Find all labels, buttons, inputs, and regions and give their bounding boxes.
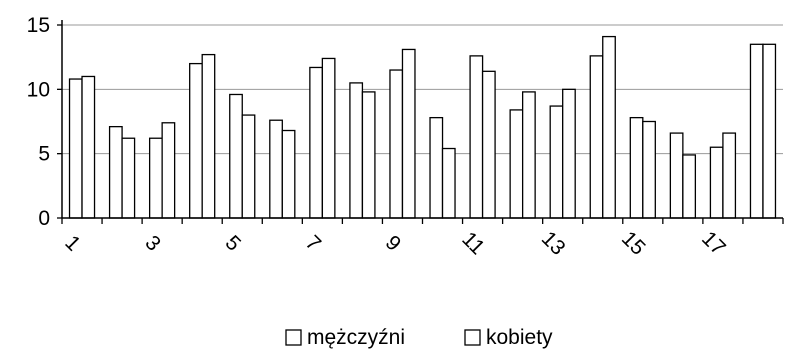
y-tick-label: 5 xyxy=(38,143,50,166)
bar-men xyxy=(509,109,524,219)
bar-women xyxy=(401,48,416,219)
bar-men xyxy=(229,93,243,219)
x-tick-label: 1 xyxy=(60,231,85,256)
bar-women xyxy=(321,57,336,219)
bar-women xyxy=(481,70,496,219)
x-tick-labels: 1 3 5 7 9 11 13 15 17 xyxy=(60,227,730,260)
bar-women xyxy=(602,35,616,219)
bar-men xyxy=(629,116,644,219)
bar-men xyxy=(389,69,404,219)
x-tick-label: 13 xyxy=(537,227,570,260)
bar-men xyxy=(189,62,203,219)
bar-women xyxy=(201,53,216,219)
bar-women xyxy=(521,91,536,219)
y-tick-label: 0 xyxy=(38,207,50,230)
legend-label-men: mężczyźni xyxy=(307,326,405,349)
x-tick-label: 5 xyxy=(221,231,246,256)
bar-women xyxy=(281,129,296,219)
bar-men xyxy=(549,105,564,219)
bar-men xyxy=(269,119,283,219)
bars xyxy=(68,35,777,219)
y-tick-label: 15 xyxy=(27,14,50,37)
y-tick-labels: 0 5 10 15 xyxy=(27,14,50,230)
bar-men xyxy=(429,116,444,219)
x-tick-label: 3 xyxy=(140,231,165,256)
bar-men xyxy=(148,137,163,219)
bar-men xyxy=(709,146,724,219)
bar-men xyxy=(669,132,684,219)
bar-women xyxy=(762,43,777,219)
bar-women xyxy=(682,154,697,219)
x-tick-label: 17 xyxy=(697,227,730,260)
y-tick-label: 10 xyxy=(27,78,50,101)
bar-men xyxy=(589,55,604,219)
bar-women xyxy=(642,120,656,219)
x-tick-label: 15 xyxy=(617,227,650,260)
legend-label-women: kobiety xyxy=(486,326,553,349)
bar-women xyxy=(722,132,737,219)
bar-men xyxy=(68,78,83,219)
x-tick-label: 11 xyxy=(457,228,489,260)
bar-women xyxy=(241,114,256,219)
bar-men xyxy=(749,43,764,219)
legend: mężczyźni kobiety xyxy=(285,326,553,349)
gridlines xyxy=(62,24,783,155)
bar-men xyxy=(309,66,324,219)
legend-swatch-women xyxy=(464,329,481,346)
axes xyxy=(57,20,784,224)
bar-men xyxy=(469,55,484,219)
bar-women xyxy=(361,91,376,219)
legend-swatch-men xyxy=(285,329,302,346)
bar-women xyxy=(441,147,456,219)
bar-women xyxy=(121,137,136,219)
bar-men xyxy=(349,82,364,219)
x-tick-label: 7 xyxy=(301,231,326,256)
bar-women xyxy=(562,88,576,219)
bar-men xyxy=(108,125,123,219)
bar-women xyxy=(161,122,176,219)
bar-women xyxy=(81,75,96,219)
x-tick-label: 9 xyxy=(381,231,406,256)
